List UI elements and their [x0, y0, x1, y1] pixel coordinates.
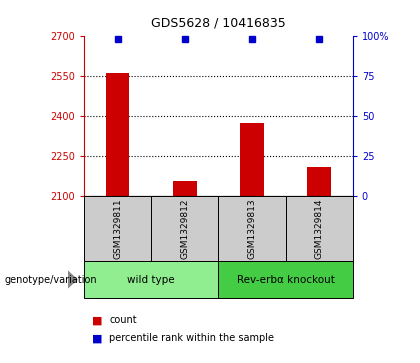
Bar — [106, 73, 129, 196]
Bar — [307, 167, 331, 196]
FancyBboxPatch shape — [218, 196, 286, 261]
Text: GSM1329811: GSM1329811 — [113, 198, 122, 259]
Bar — [173, 182, 197, 196]
Text: genotype/variation: genotype/variation — [4, 274, 97, 285]
Text: count: count — [109, 315, 137, 325]
Text: GSM1329814: GSM1329814 — [315, 199, 324, 259]
FancyBboxPatch shape — [84, 196, 151, 261]
Text: Rev-erbα knockout: Rev-erbα knockout — [236, 274, 335, 285]
FancyBboxPatch shape — [84, 261, 218, 298]
Text: percentile rank within the sample: percentile rank within the sample — [109, 333, 274, 343]
Text: GDS5628 / 10416835: GDS5628 / 10416835 — [151, 16, 286, 29]
Text: wild type: wild type — [127, 274, 175, 285]
Text: ■: ■ — [92, 333, 103, 343]
Text: GSM1329813: GSM1329813 — [247, 198, 257, 259]
Text: ■: ■ — [92, 315, 103, 325]
FancyBboxPatch shape — [286, 196, 353, 261]
Bar — [240, 123, 264, 196]
Polygon shape — [68, 270, 78, 289]
FancyBboxPatch shape — [218, 261, 353, 298]
Text: GSM1329812: GSM1329812 — [180, 199, 189, 259]
FancyBboxPatch shape — [151, 196, 218, 261]
